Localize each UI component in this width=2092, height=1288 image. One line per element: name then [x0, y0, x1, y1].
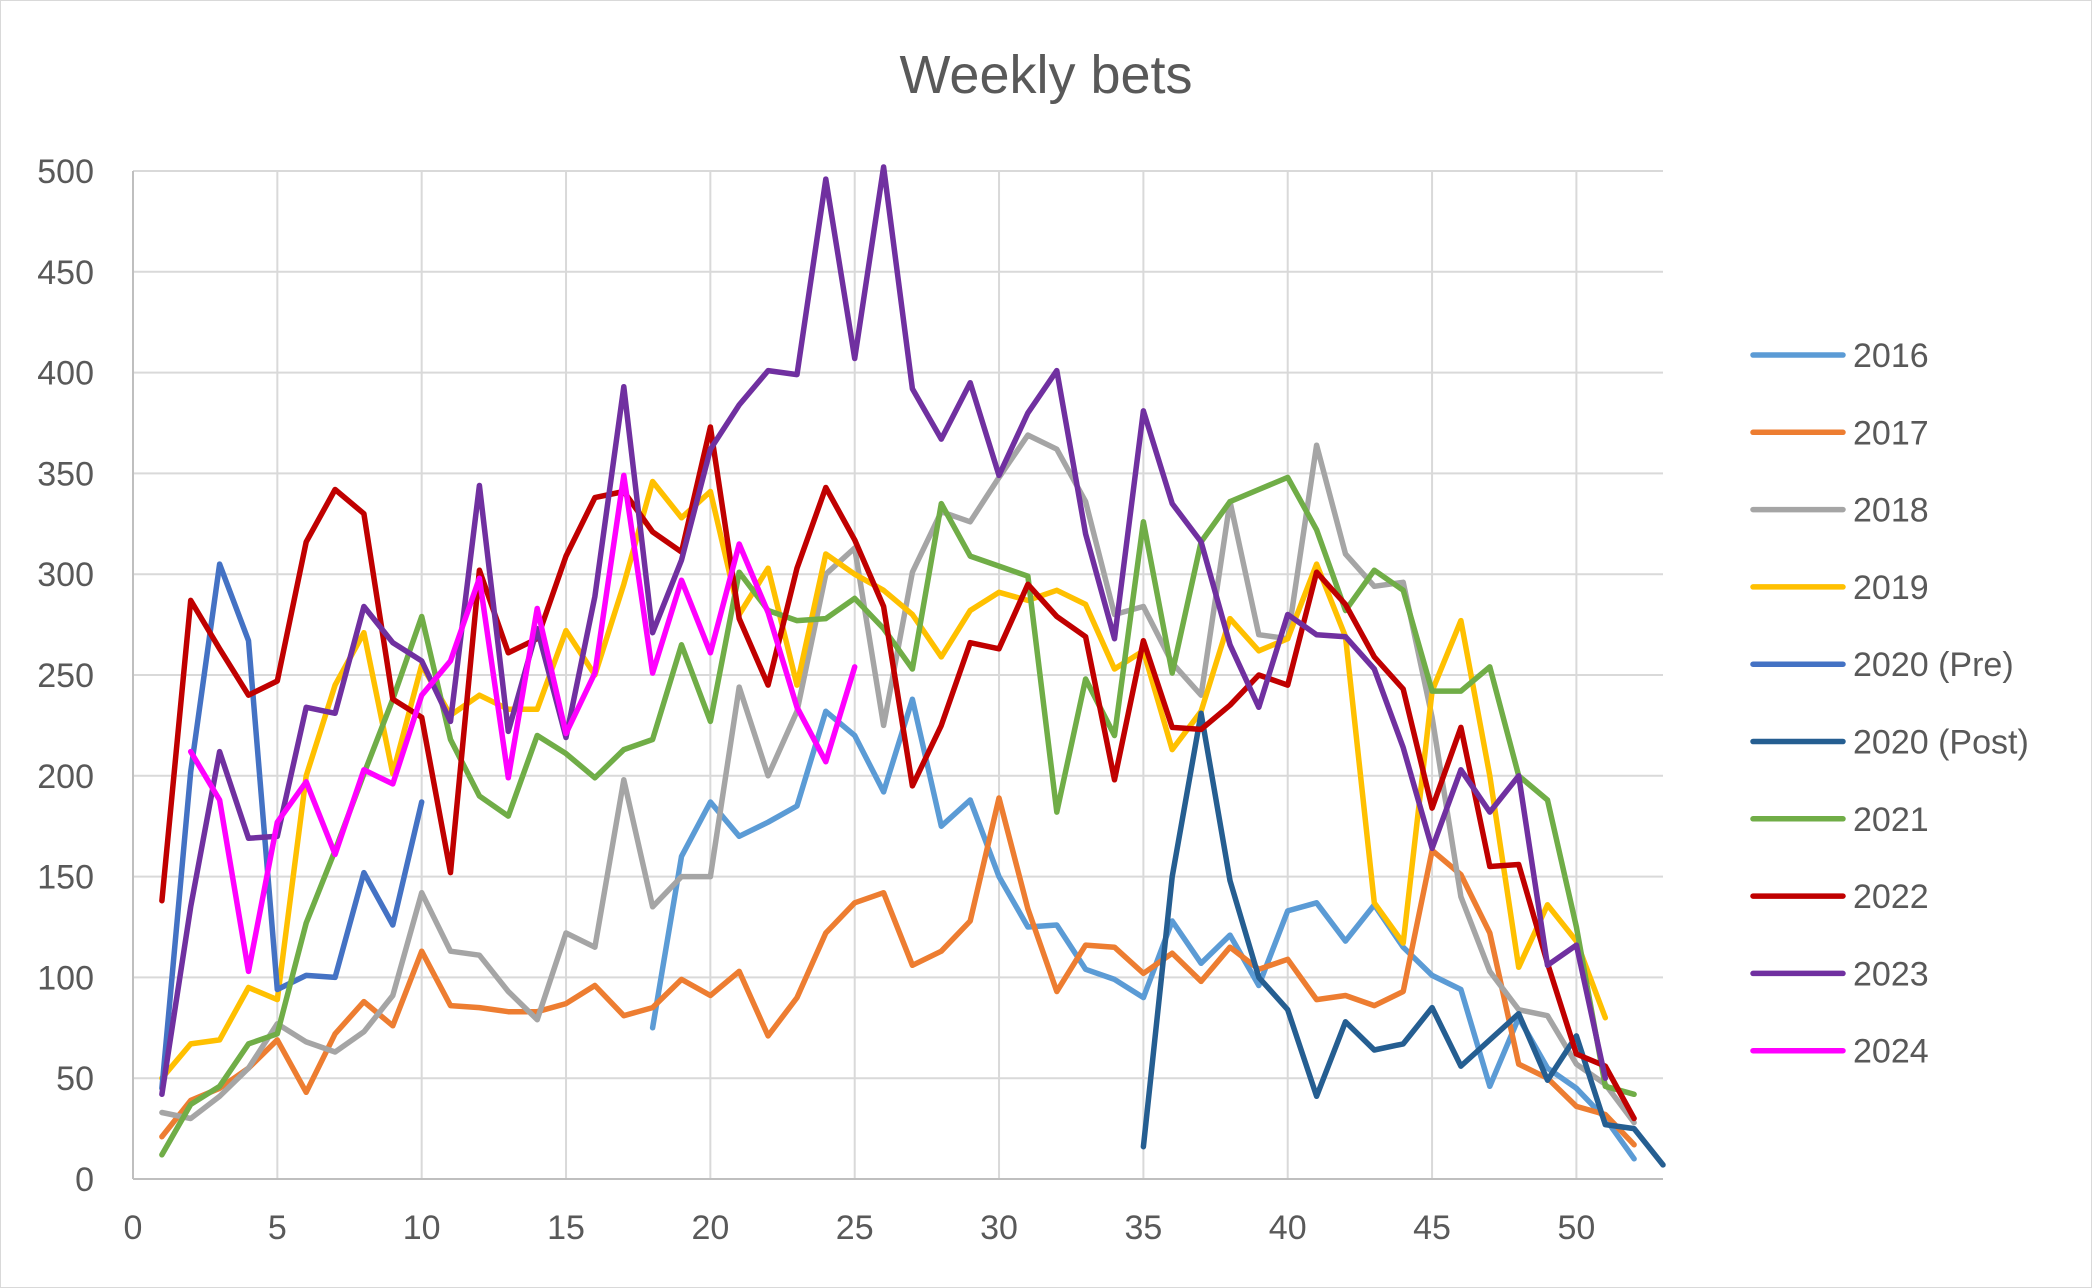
legend: 2016 2017 2018 2019 2020 (Pre) 2020 (Post) 202…	[1750, 337, 2029, 1071]
x-tick-label: 20	[691, 1209, 729, 1247]
gridlines	[133, 170, 1663, 1179]
series-line-2021	[159, 474, 1637, 1158]
x-tick-label: 0	[124, 1209, 143, 1247]
x-tick-label: 10	[403, 1209, 441, 1247]
x-tick-label: 25	[836, 1209, 874, 1247]
legend-label: 2019	[1853, 569, 1929, 607]
y-tick-label: 150	[37, 859, 94, 897]
series-lines	[159, 164, 1666, 1168]
chart-title: Weekly bets	[899, 45, 1193, 105]
y-tick-label: 50	[56, 1060, 94, 1098]
x-tick-label: 5	[268, 1209, 287, 1247]
legend-label: 2022	[1853, 878, 1929, 916]
legend-label: 2016	[1853, 337, 1929, 375]
legend-label: 2018	[1853, 492, 1929, 530]
series-line-2023	[159, 164, 1609, 1098]
legend-label: 2020 (Pre)	[1853, 646, 2014, 684]
y-tick-label: 250	[37, 657, 94, 695]
y-tick-label: 350	[37, 455, 94, 493]
legend-label: 2024	[1853, 1033, 1929, 1071]
legend-label: 2017	[1853, 414, 1929, 452]
x-tick-label: 30	[980, 1209, 1018, 1247]
y-tick-label: 200	[37, 758, 94, 796]
x-tick-label: 50	[1557, 1209, 1595, 1247]
x-tick-label: 15	[547, 1209, 585, 1247]
legend-label: 2023	[1853, 955, 1929, 993]
legend-label: 2020 (Post)	[1853, 724, 2029, 762]
y-tick-label: 400	[37, 355, 94, 393]
x-tick-label: 35	[1124, 1209, 1162, 1247]
series-line-2022	[159, 424, 1637, 1122]
series-line-2019	[159, 478, 1609, 1081]
x-tick-label: 40	[1269, 1209, 1307, 1247]
y-tick-label: 100	[37, 959, 94, 997]
series-line-2024	[187, 472, 858, 975]
x-tick-label: 45	[1413, 1209, 1451, 1247]
y-tick-label: 450	[37, 254, 94, 292]
series-line-2017	[159, 795, 1637, 1148]
y-tick-label: 0	[75, 1161, 94, 1199]
y-tick-label: 500	[37, 153, 94, 191]
series-line-2020-post	[1140, 710, 1666, 1168]
y-tick-label: 300	[37, 556, 94, 594]
axes: 0 50 100 150 200 250 300 350 400 450 500 0 5 10 15 20 25…	[37, 153, 1663, 1247]
legend-label: 2021	[1853, 801, 1929, 839]
